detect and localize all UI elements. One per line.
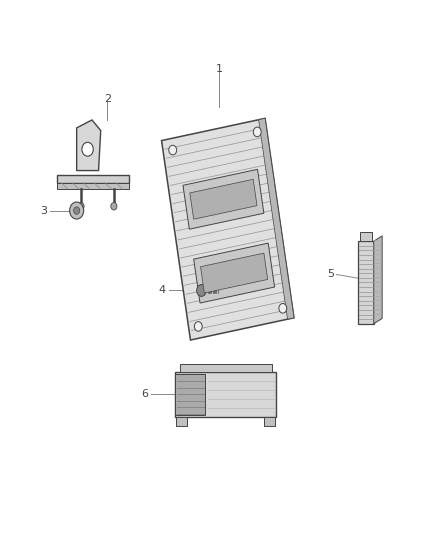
Text: 1: 1: [215, 64, 223, 74]
Circle shape: [194, 321, 202, 331]
Text: 6: 6: [141, 390, 148, 399]
Circle shape: [70, 202, 84, 219]
Polygon shape: [358, 241, 374, 324]
Polygon shape: [194, 243, 275, 303]
Polygon shape: [57, 183, 129, 189]
Circle shape: [82, 142, 93, 156]
Circle shape: [74, 207, 80, 214]
Polygon shape: [374, 236, 382, 324]
Polygon shape: [264, 417, 275, 425]
Polygon shape: [175, 372, 276, 417]
Polygon shape: [77, 120, 101, 171]
Polygon shape: [190, 179, 257, 219]
Text: 3: 3: [40, 206, 47, 215]
Polygon shape: [183, 169, 264, 229]
Circle shape: [279, 303, 287, 313]
Circle shape: [111, 203, 117, 210]
Polygon shape: [57, 175, 129, 183]
Circle shape: [197, 285, 206, 296]
Text: 4: 4: [159, 286, 166, 295]
Text: 2: 2: [104, 94, 111, 103]
Polygon shape: [258, 118, 294, 319]
Polygon shape: [176, 417, 187, 425]
Circle shape: [78, 203, 84, 210]
Circle shape: [169, 146, 177, 155]
Polygon shape: [201, 253, 268, 293]
Polygon shape: [180, 365, 272, 372]
Circle shape: [253, 127, 261, 137]
Polygon shape: [360, 231, 371, 241]
Polygon shape: [162, 118, 294, 340]
Text: 5: 5: [327, 270, 334, 279]
Polygon shape: [175, 374, 205, 415]
